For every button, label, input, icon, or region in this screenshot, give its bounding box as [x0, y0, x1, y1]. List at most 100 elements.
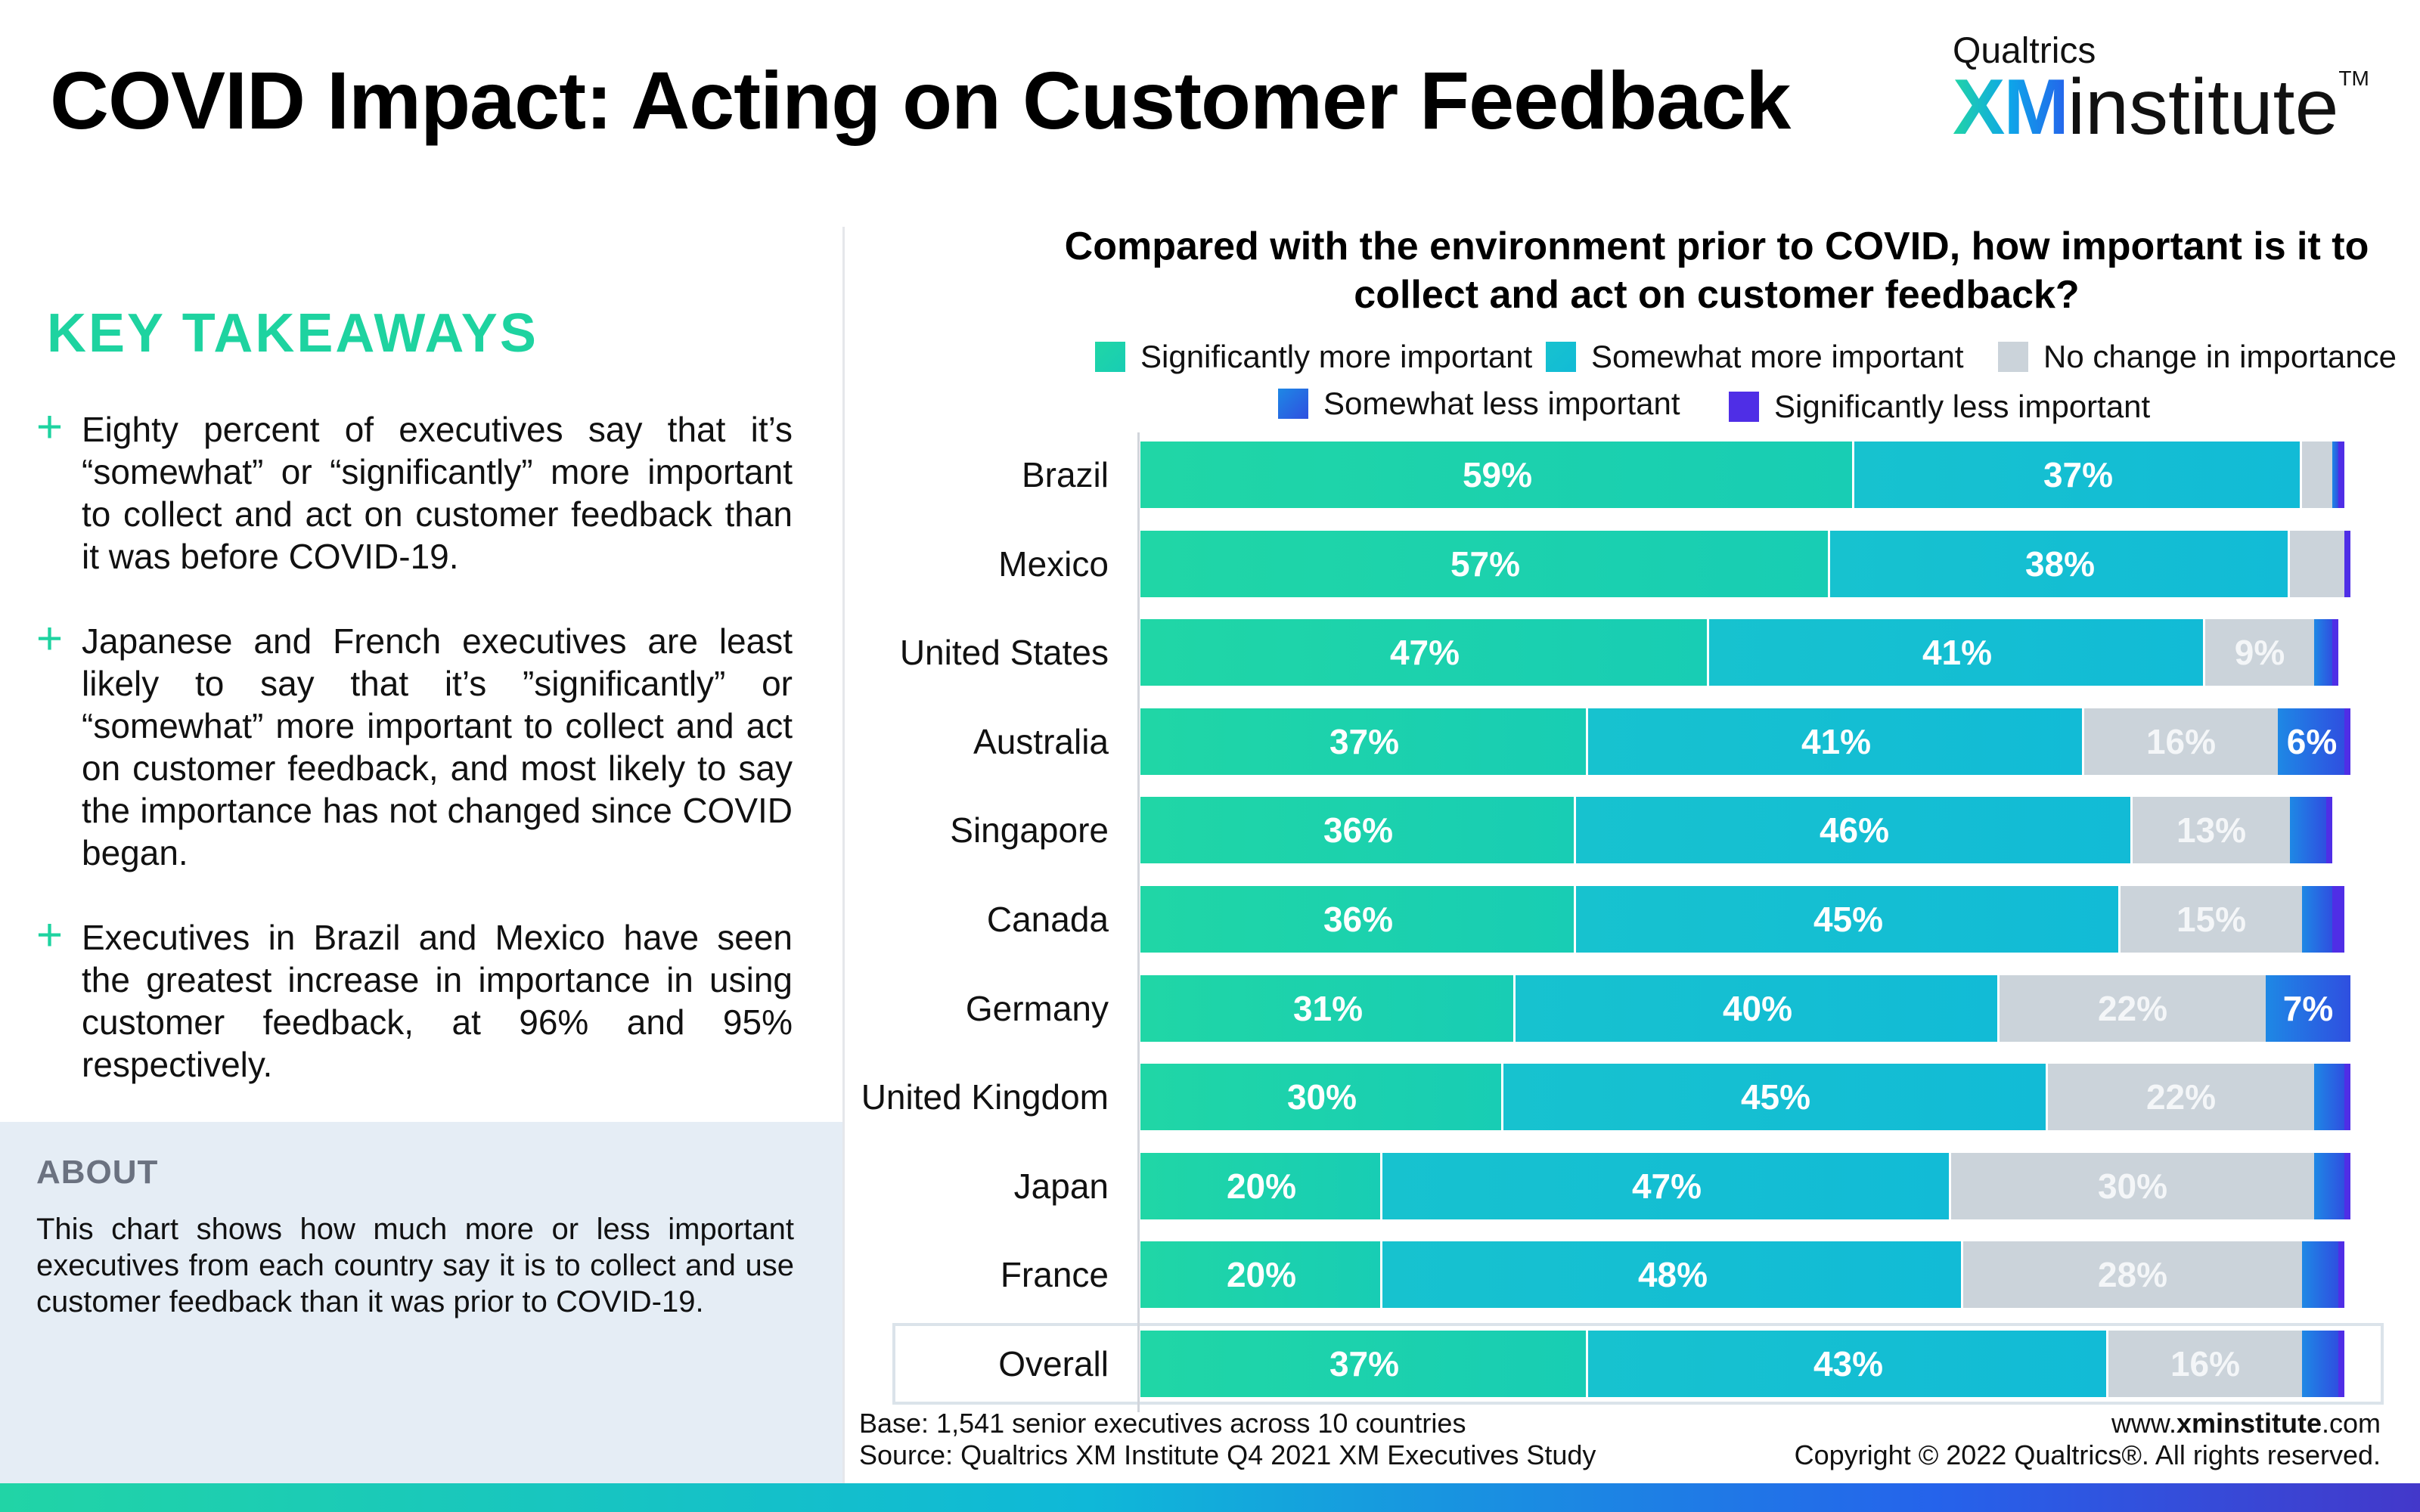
bar-row: 30% 45% 22%: [1140, 1064, 2350, 1130]
bar-segment: [2332, 442, 2338, 508]
legend-item: Significantly less important: [1729, 389, 2150, 425]
key-takeaways-title: KEY TAKEAWAYS: [47, 303, 538, 364]
bar-segment: [1140, 708, 1588, 775]
bar-row: 31% 40% 22% 7%: [1140, 975, 2350, 1042]
about-title: ABOUT: [36, 1154, 159, 1191]
bar-segment: [2338, 1241, 2344, 1308]
brand-xm: XM: [1953, 64, 2069, 151]
legend-label: Somewhat more important: [1591, 339, 1964, 374]
legend-item: Significantly more important: [1095, 339, 1532, 375]
footer-url[interactable]: www.xminstitute.com: [2111, 1408, 2381, 1439]
brand-trademark: TM: [2338, 67, 2369, 90]
bar-row: 47% 41% 9%: [1140, 619, 2350, 686]
data-label: 6%: [2286, 722, 2338, 761]
bar-segment: [2332, 886, 2344, 953]
plus-icon: +: [36, 613, 64, 664]
footer-copyright: Copyright © 2022 Qualtrics®. All rights …: [1794, 1439, 2381, 1470]
key-takeaways-panel: KEY TAKEAWAYS + Eighty percent of execut…: [0, 227, 842, 1119]
data-label: 45%: [1813, 900, 1884, 939]
data-label: 37%: [1329, 1344, 1400, 1383]
data-label: 9%: [2234, 633, 2285, 672]
legend-item: Somewhat more important: [1546, 339, 1964, 375]
bar-segment: [1140, 797, 1576, 863]
bar-segment: [2344, 1064, 2350, 1130]
data-label: 41%: [1922, 633, 1993, 672]
data-label: 48%: [1637, 1255, 1708, 1294]
bar-segment: [2302, 1331, 2338, 1397]
data-label: 47%: [1631, 1167, 1702, 1206]
bar-segment: [1854, 442, 2302, 508]
legend-item: Somewhat less important: [1278, 386, 1680, 422]
bar-segment: [1382, 1241, 1963, 1308]
bar-segment: [1140, 619, 1709, 686]
bar-segment: [1140, 1331, 1588, 1397]
data-label: 40%: [1722, 989, 1793, 1028]
about-text: This chart shows how much more or less i…: [36, 1213, 794, 1318]
category-label: Overall: [998, 1344, 1109, 1383]
bar-segment: [2290, 797, 2326, 863]
brand-logo: Qualtrics XMinstituteTM: [1953, 30, 2376, 151]
category-label: Singapore: [950, 810, 1109, 850]
category-label: Australia: [973, 722, 1109, 761]
bar-segment: [1963, 1241, 2302, 1308]
data-label: 37%: [1329, 722, 1400, 761]
legend-label: Significantly more important: [1140, 339, 1533, 374]
bar-segment: [2332, 619, 2338, 686]
data-label: 13%: [2176, 810, 2247, 850]
bar-segment: [1503, 1064, 2048, 1130]
data-label: 22%: [2097, 989, 2168, 1028]
bar-segment: [2266, 975, 2350, 1042]
data-label: 15%: [2176, 900, 2247, 939]
data-label: 28%: [2097, 1255, 2168, 1294]
data-label: 41%: [1801, 722, 1872, 761]
bar-segment: [2000, 975, 2266, 1042]
plus-icon: +: [36, 401, 64, 452]
bar-segment: [1382, 1153, 1951, 1219]
bar-segment: [2121, 886, 2302, 953]
data-label: 46%: [1819, 810, 1890, 850]
bar-row: 37% 41% 16% 6%: [1140, 708, 2350, 775]
data-label: 16%: [2170, 1344, 2241, 1383]
footer-url-bold: xminstitute: [2176, 1408, 2322, 1439]
data-label: 22%: [2145, 1077, 2217, 1117]
bar-segment: [1140, 531, 1830, 597]
bar-segment: [1576, 886, 2121, 953]
brand-institute: institute: [2068, 64, 2339, 151]
category-label: Canada: [986, 900, 1109, 939]
legend-swatch: [1546, 342, 1576, 372]
bar-segment: [2048, 1064, 2314, 1130]
data-label: 57%: [1450, 544, 1521, 584]
bar-segment: [1588, 708, 2084, 775]
footer-url-suffix: .com: [2321, 1408, 2381, 1439]
bar-segment: [1140, 975, 1516, 1042]
takeaway-text: Eighty percent of executives say that it…: [82, 410, 793, 576]
bar-segment: [2314, 1064, 2344, 1130]
data-label: 36%: [1323, 900, 1394, 939]
takeaway-text: Japanese and French executives are least…: [82, 621, 793, 872]
bar-segment: [1951, 1153, 2314, 1219]
bar-segment: [1140, 1064, 1503, 1130]
overall-highlight-frame: [892, 1323, 2384, 1405]
bar-segment: [2344, 708, 2350, 775]
data-label: 59%: [1462, 455, 1533, 494]
data-label: 16%: [2145, 722, 2217, 761]
legend-swatch: [1729, 392, 1759, 422]
chart-axis-line: [1137, 432, 1140, 1412]
bar-segment: [2108, 1331, 2302, 1397]
takeaway-text: Executives in Brazil and Mexico have see…: [82, 918, 793, 1084]
bar-segment: [2290, 531, 2344, 597]
bar-segment: [2205, 619, 2314, 686]
bar-row: 20% 48% 28%: [1140, 1241, 2350, 1308]
bar-segment: [2084, 708, 2278, 775]
bar-segment: [2133, 797, 2290, 863]
data-label: 43%: [1813, 1344, 1884, 1383]
bar-row: 36% 45% 15%: [1140, 886, 2350, 953]
category-label: Mexico: [998, 544, 1109, 584]
bottom-gradient-strip: [0, 1483, 2420, 1512]
category-label: United States: [899, 633, 1109, 672]
data-label: 20%: [1226, 1255, 1297, 1294]
bar-segment: [2344, 1153, 2350, 1219]
bar-row: 36% 46% 13%: [1140, 797, 2350, 863]
bar-row: 57% 38%: [1140, 531, 2350, 597]
bar-row: 37% 43% 16%: [1140, 1331, 2350, 1397]
